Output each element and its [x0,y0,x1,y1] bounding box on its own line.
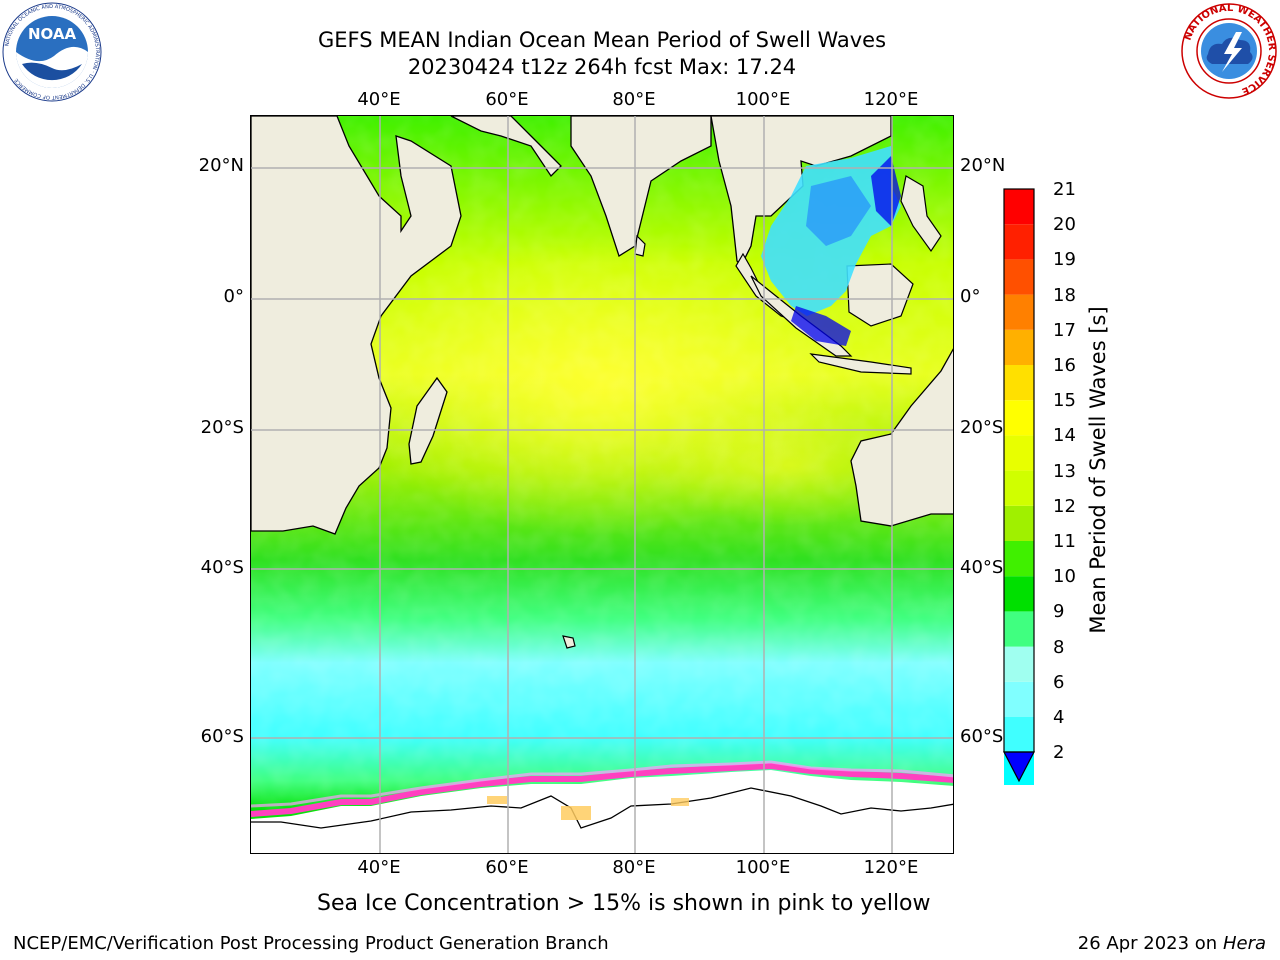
colorbar-cell [1004,294,1034,330]
map-panel [250,115,954,854]
colorbar-tick-label: 11 [1053,531,1076,552]
chart-subtitle: 20230424 t12z 264h fcst Max: 17.24 [407,55,797,79]
lat-label-right: 20°N [960,155,1006,176]
lat-label-left: 60°S [200,726,244,747]
land-antarctica [251,770,953,853]
lat-label-left: 40°S [200,557,244,578]
colorbar-tick-label: 13 [1053,460,1076,482]
colorbar-tick-label: 14 [1053,425,1076,447]
colorbar-cell [1004,400,1034,436]
land-madagascar [408,376,448,465]
land-philippines [900,175,942,253]
chart-title: GEFS MEAN Indian Ocean Mean Period of Sw… [317,28,887,52]
colorbar-cell [1004,435,1034,471]
lon-label-top: 120°E [863,89,919,110]
colorbar [1003,188,1035,785]
sea-ice-edge [251,762,953,817]
colorbar-tick-label: 8 [1053,636,1065,658]
colorbar-cell [1004,224,1034,260]
colorbar-tick-label: 21 [1053,179,1076,200]
colorbar-cell [1004,329,1034,365]
colorbar-cell [1004,576,1034,612]
colorbar-tick-label: 16 [1053,355,1076,376]
lat-label-right: 60°S [960,726,1004,747]
land-java [809,353,912,375]
colorbar-cell [1004,541,1034,577]
colorbar-tick-label: 17 [1053,319,1076,341]
colorbar-tick-label: 2 [1053,742,1065,764]
colorbar-cell [1004,259,1034,295]
lon-label-bottom: 120°E [863,857,919,878]
colorbar-cell [1004,611,1034,647]
land-borneo [846,263,914,327]
colorbar-cell [1004,717,1034,753]
land-arabia [450,116,562,178]
colorbar-cell [1004,681,1034,717]
lat-label-right: 0° [960,286,981,307]
antarctic-coastline [251,787,953,829]
lon-label-top: 100°E [735,89,791,110]
lon-label-top: 60°E [485,89,529,110]
lon-label-top: 80°E [612,89,656,110]
footer-machine: Hera [1222,933,1266,954]
land-australia [850,348,953,527]
nws-logo: NATIONAL WEATHER SERVICE [1180,2,1278,100]
colorbar-tick-label: 6 [1053,671,1065,693]
map-svg [251,116,953,853]
colorbar-tick-label: 20 [1053,214,1076,236]
colorbar-tick-label: 9 [1053,601,1065,623]
lon-label-bottom: 100°E [735,857,791,878]
lat-label-left: 0° [223,286,244,307]
footer-date: 26 Apr 2023 on Hera [1077,933,1266,954]
colorbar-tick-label: 12 [1053,495,1076,517]
land-southeast-asia [710,116,892,268]
colorbar-tick-label: 10 [1053,566,1076,588]
colorbar-cell [1004,189,1034,225]
colorbar-tick-label: 18 [1053,284,1076,306]
colorbar-cell [1004,646,1034,682]
lon-label-bottom: 40°E [357,857,401,878]
sea-ice-note: Sea Ice Concentration > 15% is shown in … [317,891,931,916]
lat-label-right: 20°S [960,417,1004,438]
footer-credit: NCEP/EMC/Verification Post Processing Pr… [13,933,609,954]
colorbar-tick-label: 4 [1053,707,1065,728]
colorbar-cell [1004,505,1034,541]
colorbar-cell [1004,470,1034,506]
graticule [251,116,953,853]
lon-label-bottom: 60°E [485,857,529,878]
colorbar-tick-label: 19 [1053,249,1076,271]
colorbar-label: Mean Period of Swell Waves [s] [1086,306,1110,634]
colorbar-tick-label: 15 [1053,390,1076,412]
noaa-logo-text: NOAA [28,25,77,43]
colorbar-cell [1004,365,1034,401]
lon-label-bottom: 80°E [612,857,656,878]
noaa-logo: NOAA NATIONAL OCEANIC AND ATMOSPHERIC AD… [2,2,102,102]
land-kerguelen [562,635,576,649]
lat-label-right: 40°S [960,557,1004,578]
lat-label-left: 20°S [200,417,244,438]
lon-label-top: 40°E [357,89,401,110]
lat-label-left: 20°N [198,155,244,176]
